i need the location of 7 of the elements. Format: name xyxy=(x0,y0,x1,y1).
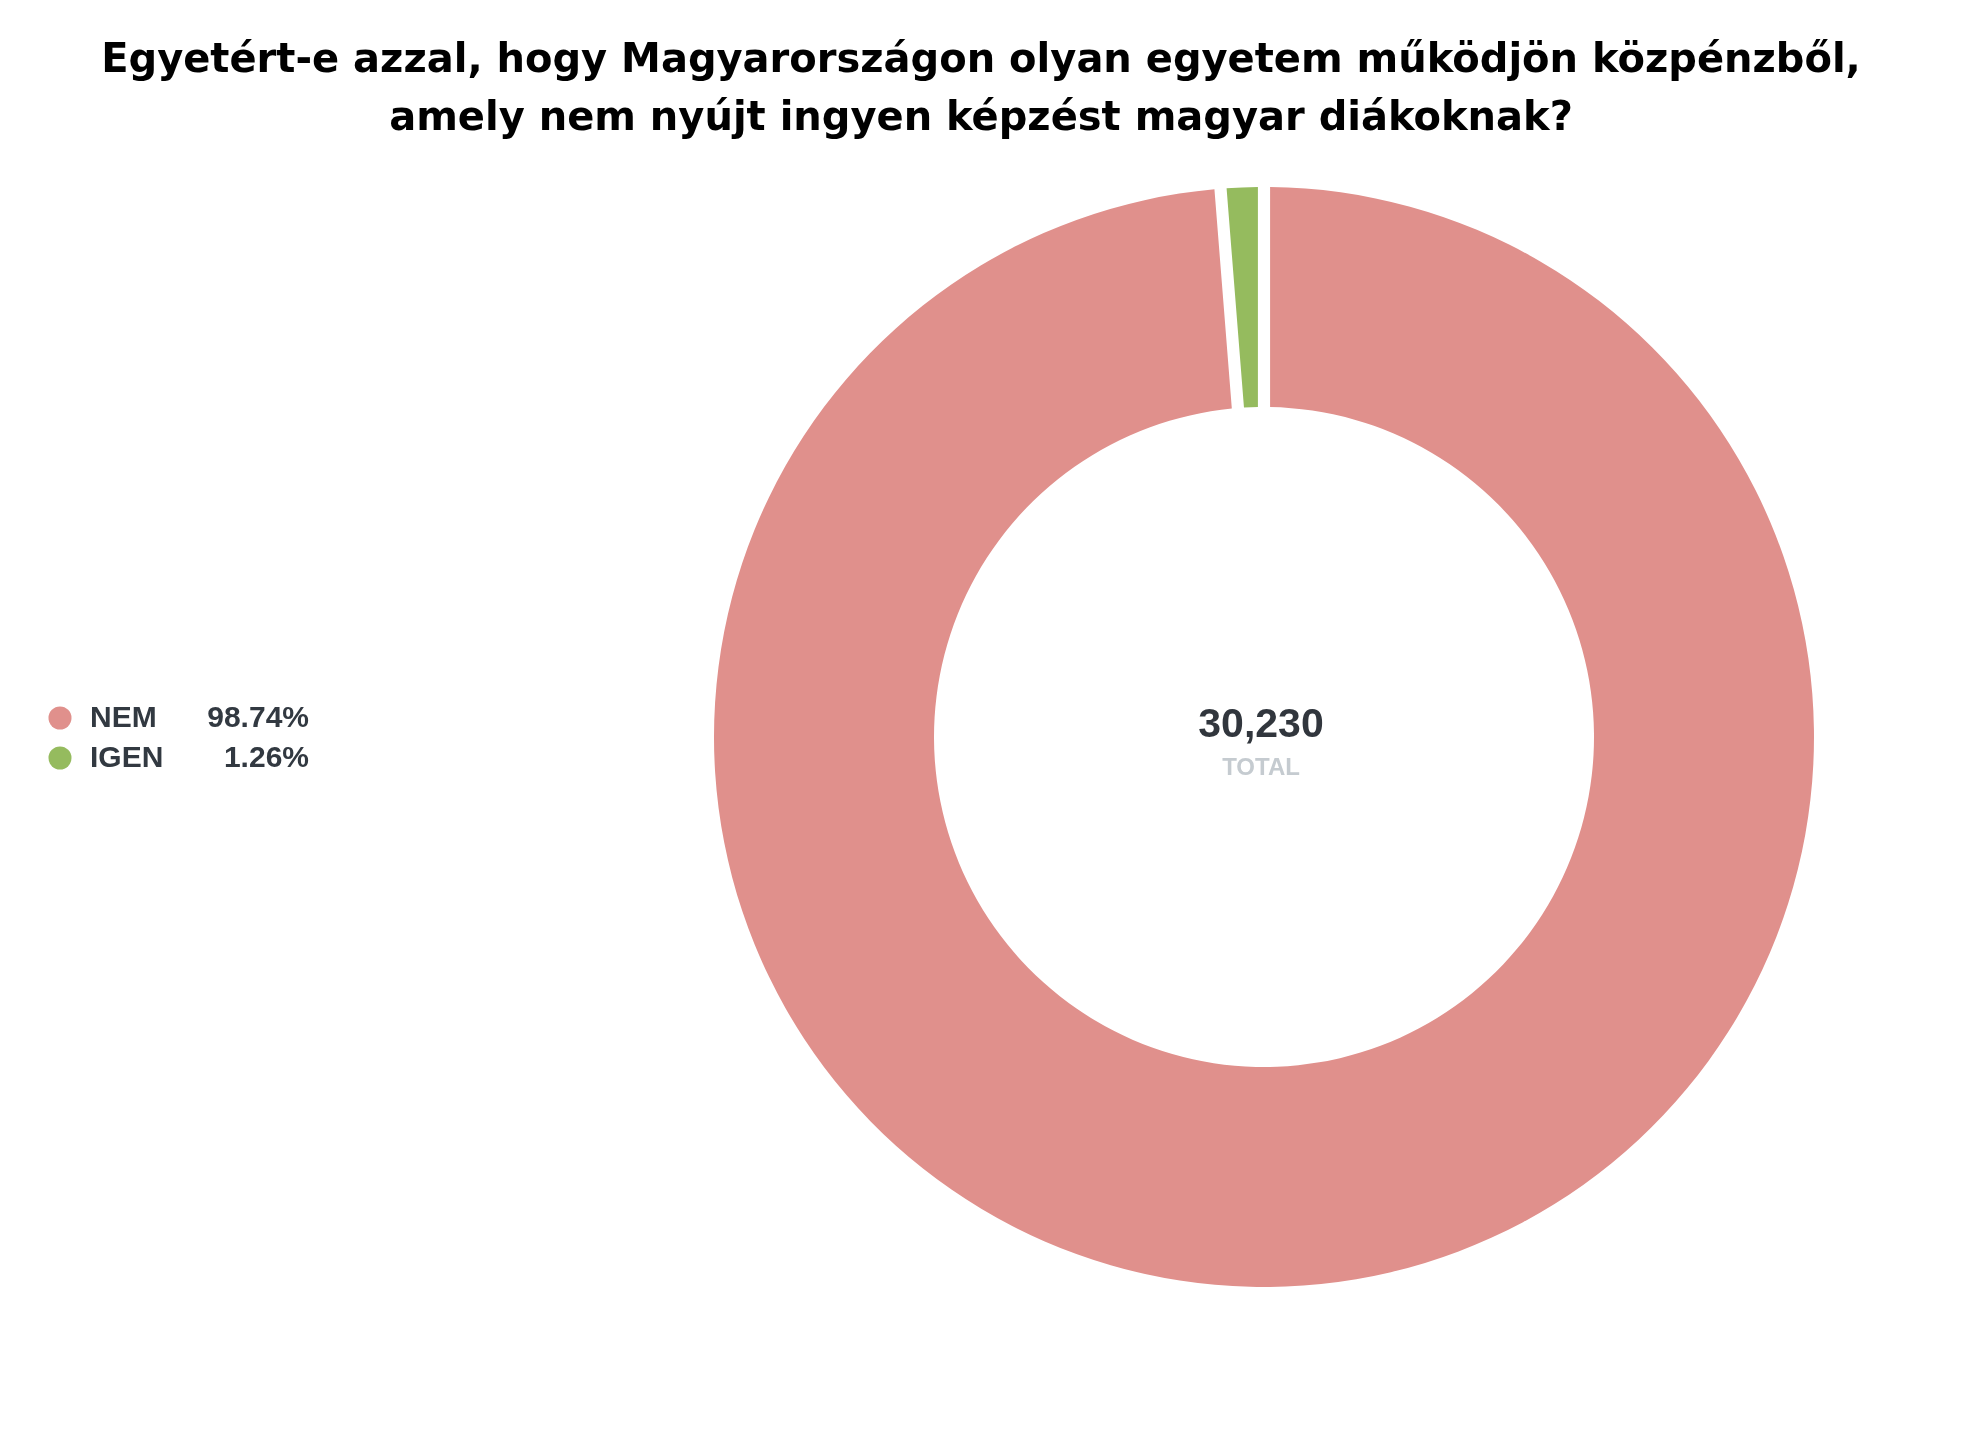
data-label: 1.26% xyxy=(223,740,309,773)
chart-title: Egyetért-e azzal, hogy Magyarországon olyan egyetem működjön közpénzből, amely nem nyújt ingyen képzést magyar diákoknak? xyxy=(101,35,1861,139)
text: 30,230 xyxy=(1198,700,1324,746)
legend-label: NEM xyxy=(90,700,157,733)
data-label: 98.74% xyxy=(207,700,309,733)
text: TOTAL xyxy=(1222,753,1300,780)
legend-label: IGEN xyxy=(90,740,164,773)
